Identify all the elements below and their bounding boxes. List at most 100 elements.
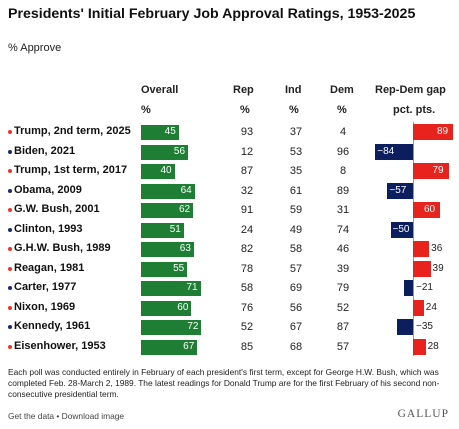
gap-value-label: 36 xyxy=(431,243,443,254)
overall-value-label: 72 xyxy=(187,321,199,332)
rep-approval-value: 24 xyxy=(240,223,254,236)
overall-bar-track: 62 xyxy=(141,203,225,218)
ind-approval-value: 61 xyxy=(289,184,303,197)
gap-bar-positive xyxy=(413,163,449,179)
rep-approval-value: 32 xyxy=(240,184,254,197)
header-gap: Rep-Dem gap xyxy=(375,84,446,96)
ind-approval-value: 59 xyxy=(289,204,303,216)
democrat-party-dot xyxy=(8,227,12,232)
overall-value-label: 62 xyxy=(178,204,191,215)
gap-bar-positive xyxy=(413,260,431,277)
ind-approval-value: 56 xyxy=(289,301,303,314)
rep-approval-value: 12 xyxy=(240,145,254,158)
republican-party-dot xyxy=(8,305,12,310)
gap-bar-negative xyxy=(387,182,413,199)
dem-approval-value: 87 xyxy=(336,321,350,333)
republican-party-dot xyxy=(8,169,12,173)
gap-value-label: 60 xyxy=(423,204,436,215)
footer-links[interactable]: Get the data • Download image xyxy=(8,411,125,421)
republican-party-dot xyxy=(8,130,12,134)
overall-bar-track: 60 xyxy=(141,300,225,316)
dem-approval-value: 57 xyxy=(336,340,350,353)
overall-value-label: 64 xyxy=(180,184,192,196)
overall-approval-bar: 63 xyxy=(141,242,194,257)
chart-title: Presidents' Initial February Job Approva… xyxy=(8,6,416,22)
gallup-logo: GALLUP xyxy=(397,408,449,420)
overall-approval-bar: 72 xyxy=(141,320,202,335)
gap-value-label: −35 xyxy=(416,321,433,332)
gap-zero-axis xyxy=(413,122,414,356)
chart-subtitle: % Approve xyxy=(8,42,62,54)
overall-value-label: 45 xyxy=(164,126,176,137)
overall-value-label: 56 xyxy=(173,145,186,157)
header-rep: Rep xyxy=(233,84,254,96)
gap-value-label: 24 xyxy=(425,301,437,313)
overall-value-label: 55 xyxy=(173,262,185,274)
president-label: Clinton, 1993 xyxy=(14,222,83,235)
gap-value-label: 39 xyxy=(432,262,444,274)
rep-approval-value: 91 xyxy=(240,204,254,216)
ind-approval-value: 67 xyxy=(289,321,303,333)
overall-bar-track: 64 xyxy=(141,183,225,199)
democrat-party-dot xyxy=(8,149,12,154)
overall-approval-bar: 51 xyxy=(141,222,184,238)
ind-approval-value: 68 xyxy=(289,340,303,353)
table-row: Carter, 1977 71 58 69 79 −21 xyxy=(0,278,459,299)
ind-approval-value: 49 xyxy=(289,223,303,236)
dem-approval-value: 31 xyxy=(336,204,350,216)
overall-approval-bar: 67 xyxy=(141,339,198,355)
dem-approval-value: 39 xyxy=(336,262,350,275)
president-label: G.H.W. Bush, 1989 xyxy=(14,242,111,254)
overall-approval-bar: 64 xyxy=(141,183,195,199)
overall-bar-track: 71 xyxy=(141,281,225,296)
overall-value-label: 40 xyxy=(160,165,172,176)
header-rep-unit: % xyxy=(240,104,250,116)
header-ind: Ind xyxy=(285,84,302,96)
president-label: G.W. Bush, 2001 xyxy=(14,203,100,215)
overall-value-label: 71 xyxy=(186,282,198,293)
president-label: Nixon, 1969 xyxy=(14,300,76,313)
gap-value-label: 28 xyxy=(427,340,439,352)
rep-approval-value: 58 xyxy=(240,282,254,294)
overall-bar-track: 67 xyxy=(141,339,225,355)
ind-approval-value: 69 xyxy=(289,282,303,294)
gap-bar-negative xyxy=(397,319,413,335)
dem-approval-value: 74 xyxy=(336,223,350,236)
dem-approval-value: 52 xyxy=(336,301,350,314)
gap-value-label: −21 xyxy=(416,282,433,293)
president-label: Trump, 1st term, 2017 xyxy=(14,164,128,176)
table-row: Clinton, 1993 51 24 49 74 −50 xyxy=(0,220,459,241)
overall-bar-track: 63 xyxy=(141,242,225,257)
ind-approval-value: 35 xyxy=(289,165,303,177)
header-overall-unit: % xyxy=(141,104,151,116)
dem-approval-value: 4 xyxy=(339,126,347,138)
table-row: Trump, 1st term, 2017 40 87 35 8 79 xyxy=(0,161,459,182)
president-label: Kennedy, 1961 xyxy=(14,320,91,332)
overall-bar-track: 40 xyxy=(141,164,225,179)
overall-bar-track: 51 xyxy=(141,222,225,238)
rep-approval-value: 93 xyxy=(240,126,254,138)
gap-bar-negative xyxy=(390,221,413,238)
table-row: G.W. Bush, 2001 62 91 59 31 60 xyxy=(0,200,459,221)
table-row: Nixon, 1969 60 76 56 52 24 xyxy=(0,298,459,319)
president-label: Carter, 1977 xyxy=(14,281,77,293)
gap-value-label: −50 xyxy=(392,223,410,235)
gap-bar-negative xyxy=(375,143,413,160)
ind-approval-value: 57 xyxy=(289,262,303,275)
header-ind-unit: % xyxy=(289,104,299,116)
header-dem: Dem xyxy=(330,84,354,96)
gap-value-label: 89 xyxy=(437,126,449,137)
president-label: Trump, 2nd term, 2025 xyxy=(14,125,131,137)
republican-party-dot xyxy=(8,208,12,212)
president-label: Obama, 2009 xyxy=(14,183,82,196)
gap-bar-positive xyxy=(413,338,426,355)
president-label: Biden, 2021 xyxy=(14,144,76,157)
rep-approval-value: 82 xyxy=(240,243,254,255)
rep-approval-value: 76 xyxy=(240,301,254,314)
rep-approval-value: 85 xyxy=(240,340,254,353)
header-overall: Overall xyxy=(141,84,179,96)
democrat-party-dot xyxy=(8,188,12,193)
gap-bar-positive xyxy=(413,241,430,257)
rep-approval-value: 87 xyxy=(240,165,254,177)
gap-value-label: 79 xyxy=(432,165,444,176)
